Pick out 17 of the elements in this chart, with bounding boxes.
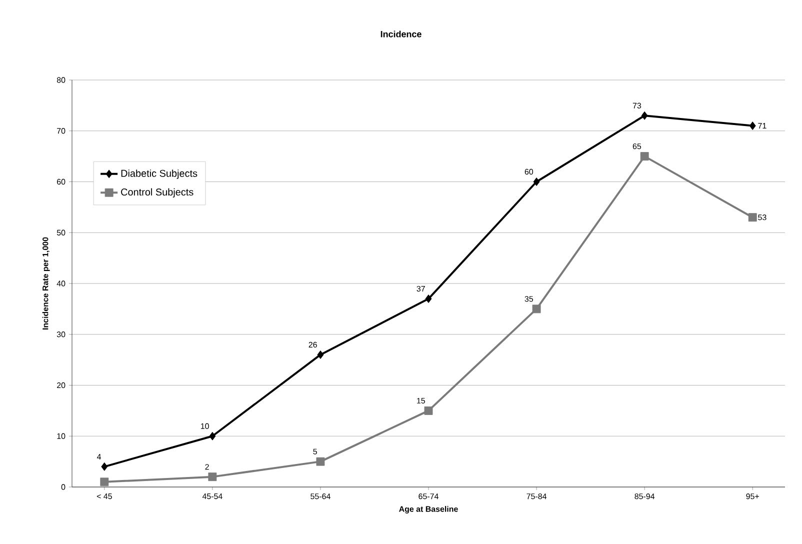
legend-label: Diabetic Subjects (121, 170, 198, 179)
point (533, 178, 540, 186)
point (208, 472, 217, 482)
point (748, 213, 757, 222)
point (100, 478, 109, 486)
point (749, 122, 756, 130)
chart-title: Incidence (380, 30, 422, 38)
point (209, 432, 216, 440)
point (641, 111, 648, 120)
point (640, 152, 649, 161)
point (532, 304, 541, 314)
point (316, 457, 325, 466)
point (425, 294, 432, 303)
legend-label: Control Subjects (121, 188, 194, 198)
point (317, 350, 324, 359)
point (101, 462, 108, 471)
point (424, 406, 433, 415)
